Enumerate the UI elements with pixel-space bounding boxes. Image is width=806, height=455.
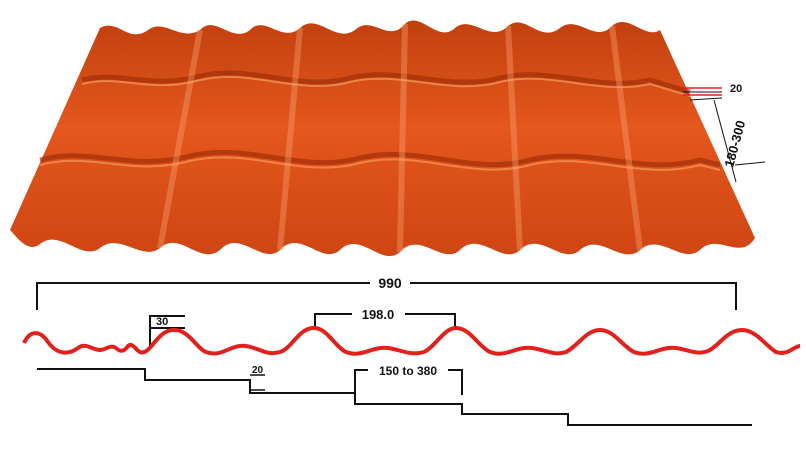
total-width-dimension xyxy=(36,282,737,310)
profile-cross-section xyxy=(22,325,801,356)
pitch-dimension xyxy=(314,313,456,330)
step-profile-line xyxy=(37,368,752,426)
step-length-label: 150 to 380 xyxy=(379,364,437,378)
step-length-dimension xyxy=(354,369,463,395)
step-drop-label: 20 xyxy=(252,365,264,376)
thickness-label: 20 xyxy=(730,83,742,95)
thickness-callout: 20 xyxy=(683,83,742,96)
wave-height-dimension xyxy=(149,315,185,348)
wave-height-label: 30 xyxy=(156,316,168,328)
wave-crest-highlights xyxy=(157,23,643,253)
roof-sheet-illustration xyxy=(10,20,755,257)
pitch-label: 198.0 xyxy=(362,307,395,322)
roof-step-ridge xyxy=(81,76,691,97)
roof-step-ridge xyxy=(39,149,721,168)
roof-step-ridge xyxy=(39,156,721,171)
step-drop-dimension xyxy=(250,374,265,391)
total-width-label: 990 xyxy=(378,275,402,291)
roof-step-ridge xyxy=(81,70,691,95)
roof-sheet-body xyxy=(10,20,755,257)
